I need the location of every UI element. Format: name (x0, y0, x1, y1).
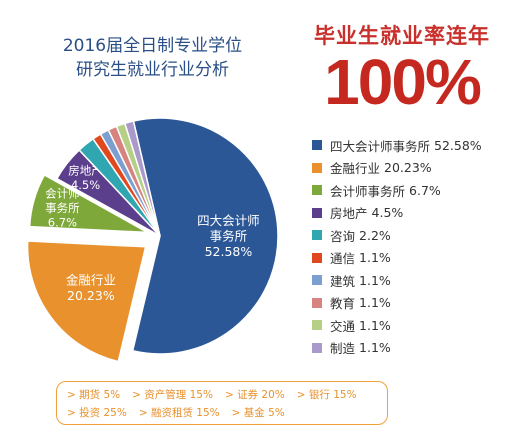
pie-slice-label-0-2: 52.58% (205, 244, 253, 259)
legend-value: 1.1% (359, 340, 391, 356)
legend-swatch (312, 207, 322, 218)
pie-slice-label-3-0: 房地产 (68, 164, 103, 178)
pie-slice-label-0-0: 四大会计师 (197, 213, 260, 228)
legend-value: 20.23% (384, 160, 432, 176)
legend-label: 建筑 (330, 273, 356, 289)
legend-swatch (312, 162, 322, 173)
legend-swatch (312, 342, 322, 353)
chart-legend: 四大会计师事务所 52.58% 金融行业 20.23% 会计师事务所 6.7% 房地产 4.5… (312, 134, 510, 359)
legend-label: 金融行业 (330, 161, 381, 177)
legend-swatch (312, 275, 322, 286)
legend-value: 52.58% (434, 137, 482, 153)
pie-slice-label-1-0: 金融行业 (66, 273, 116, 288)
legend-swatch (312, 230, 322, 241)
legend-label: 房地产 (330, 206, 368, 222)
finance-breakdown-item: > 银行 15% (296, 389, 357, 401)
chart-title: 2016届全日制专业学位 研究生就业行业分析 (20, 34, 285, 82)
legend-item-8: 交通 1.1% (312, 314, 510, 337)
legend-swatch (312, 185, 322, 196)
pie-slice-label-2-2: 6.7% (48, 216, 77, 230)
finance-breakdown-item: > 期货 5% (67, 389, 121, 401)
legend-item-0: 四大会计师事务所 52.58% (312, 134, 510, 157)
legend-item-6: 建筑 1.1% (312, 269, 510, 292)
finance-breakdown-item: > 资产管理 15% (132, 389, 213, 401)
legend-label: 通信 (330, 251, 356, 267)
legend-value: 2.2% (359, 227, 391, 243)
pie-slice-9 (123, 120, 161, 237)
legend-value: 6.7% (409, 182, 441, 198)
pie-slice-label-1-1: 20.23% (67, 288, 115, 303)
pie-slice-label-2-1: 事务所 (45, 201, 80, 215)
finance-breakdown-row: > 期货 5% > 资产管理 15% > 证券 20% > 银行 15% (67, 386, 379, 404)
legend-value: 1.1% (359, 295, 391, 311)
legend-swatch (312, 252, 322, 263)
finance-breakdown-box: > 期货 5% > 资产管理 15% > 证券 20% > 银行 15% > 投资 25… (56, 381, 388, 425)
pie-slice-0 (131, 117, 279, 355)
legend-item-7: 教育 1.1% (312, 292, 510, 315)
legend-label: 制造 (330, 341, 356, 357)
legend-swatch (312, 140, 322, 151)
pie-chart: 四大会计师事务所52.58%金融行业20.23%会计师事务所6.7%房地产4.5… (26, 117, 279, 363)
legend-item-2: 会计师事务所 6.7% (312, 179, 510, 202)
legend-swatch (312, 297, 322, 308)
finance-breakdown-item: > 融资租赁 15% (138, 407, 220, 419)
pie-slice-label-0-1: 事务所 (210, 229, 248, 244)
legend-item-1: 金融行业 20.23% (312, 157, 510, 180)
chart-title-line-1: 2016届全日制专业学位 (62, 36, 243, 56)
legend-label: 交通 (330, 318, 356, 334)
finance-breakdown-row: > 投资 25% > 融资租赁 15% > 基金 5% (67, 404, 379, 422)
legend-value: 4.5% (371, 205, 404, 221)
legend-label: 咨询 (330, 228, 356, 244)
pie-slice-1 (26, 240, 147, 363)
legend-label: 四大会计师事务所 (330, 138, 431, 154)
legend-item-5: 通信 1.1% (312, 247, 510, 270)
employment-rate-value: 100% (324, 46, 482, 118)
legend-item-9: 制造 1.1% (312, 337, 510, 360)
legend-swatch (312, 320, 322, 331)
finance-breakdown-item: > 投资 25% (67, 407, 127, 419)
legend-item-3: 房地产 4.5% (312, 202, 510, 225)
finance-breakdown-item: > 证券 20% (224, 389, 285, 401)
legend-label: 教育 (330, 296, 356, 312)
pie-slice-label-2-0: 会计师 (45, 187, 80, 201)
pie-slice-2 (28, 173, 148, 234)
legend-label: 会计师事务所 (330, 183, 406, 199)
legend-value: 1.1% (359, 250, 391, 266)
chart-title-line-2: 研究生就业行业分析 (76, 60, 229, 80)
legend-item-4: 咨询 2.2% (312, 224, 510, 247)
finance-breakdown-item: > 基金 5% (231, 407, 285, 419)
pie-slice-label-3-1: 4.5% (71, 178, 100, 192)
legend-value: 1.1% (359, 317, 391, 333)
legend-value: 1.1% (359, 272, 391, 288)
employment-rate-headline: 毕业生就业率连年 (314, 24, 490, 48)
